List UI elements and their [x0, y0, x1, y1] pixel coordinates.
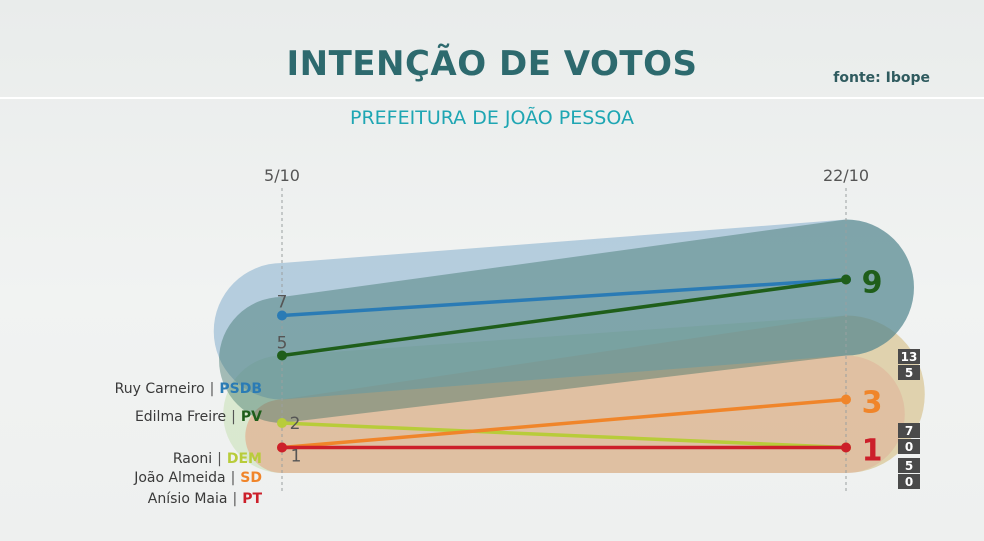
start-point-pt: [277, 442, 287, 453]
legend-party: PV: [240, 409, 262, 425]
range-label: 7: [905, 424, 913, 438]
legend-joao-almeida: João Almeida | SD: [134, 470, 262, 486]
range-label: 13: [901, 350, 918, 364]
legend-party: PT: [242, 491, 262, 507]
range-box: [898, 349, 920, 364]
legend-name: João Almeida: [134, 470, 226, 486]
value-labels: 7 5 2 1 9 3 1: [277, 266, 883, 469]
end-point-pv: [841, 274, 851, 285]
source-note: fonte: Ibope: [833, 70, 930, 86]
legend-party: DEM: [226, 451, 262, 467]
legend-name: Edilma Freire: [134, 409, 227, 425]
date-axis: 5/10 22/10: [264, 166, 869, 492]
range-box: [898, 423, 920, 438]
range-label: 0: [905, 440, 913, 454]
legend-raoni: Raoni | DEM: [172, 451, 262, 467]
band-pv: [219, 219, 914, 423]
range-box: [898, 474, 920, 489]
page-title: INTENÇÃO DE VOTOS: [286, 44, 698, 84]
start-value-label: 1: [291, 447, 302, 467]
header-divider: [0, 97, 984, 99]
legend-anisio-maia: Anísio Maia | PT: [147, 491, 262, 507]
legend-edilma-freire: Edilma Freire | PV: [134, 409, 262, 425]
range-box: [898, 439, 920, 454]
range-box: [898, 365, 920, 380]
series-lines: [277, 274, 851, 453]
range-label: 5: [905, 459, 913, 473]
end-point-pt: [841, 442, 851, 453]
series-line-psdb: [280, 277, 848, 318]
range-boxes: 13 5 7 0 5 0: [898, 349, 920, 489]
band-psdb: [213, 219, 914, 400]
start-point-pv: [277, 350, 287, 361]
legend-party: PSDB: [219, 381, 262, 397]
start-point-dem: [277, 418, 287, 428]
margin-bands: [213, 219, 925, 473]
legend-name: Ruy Carneiro: [114, 381, 205, 397]
start-value-label: 5: [277, 334, 288, 354]
end-value-label: 9: [862, 266, 883, 301]
start-value-label: 2: [290, 414, 301, 434]
series-line-dem: [280, 421, 848, 450]
end-value-label: 3: [862, 386, 883, 421]
legend-name: Raoni: [172, 451, 213, 467]
chart-subtitle: PREFEITURA DE JOÃO PESSOA: [350, 107, 634, 129]
x-tick-label: 22/10: [823, 166, 869, 185]
start-point-psdb: [277, 310, 287, 321]
range-label: 5: [905, 366, 913, 380]
series-line-sd: [280, 397, 848, 450]
range-label: 0: [905, 475, 913, 489]
legend-name: Anísio Maia: [147, 491, 228, 507]
end-point-sd: [841, 394, 851, 405]
series-line-pv: [280, 277, 848, 358]
start-value-label: 7: [277, 293, 288, 313]
range-box: [898, 458, 920, 473]
legend-party: SD: [240, 470, 262, 486]
end-value-label: 1: [862, 434, 883, 469]
x-tick-label: 5/10: [264, 166, 300, 185]
legend-ruy-carneiro: Ruy Carneiro | PSDB: [114, 381, 262, 397]
